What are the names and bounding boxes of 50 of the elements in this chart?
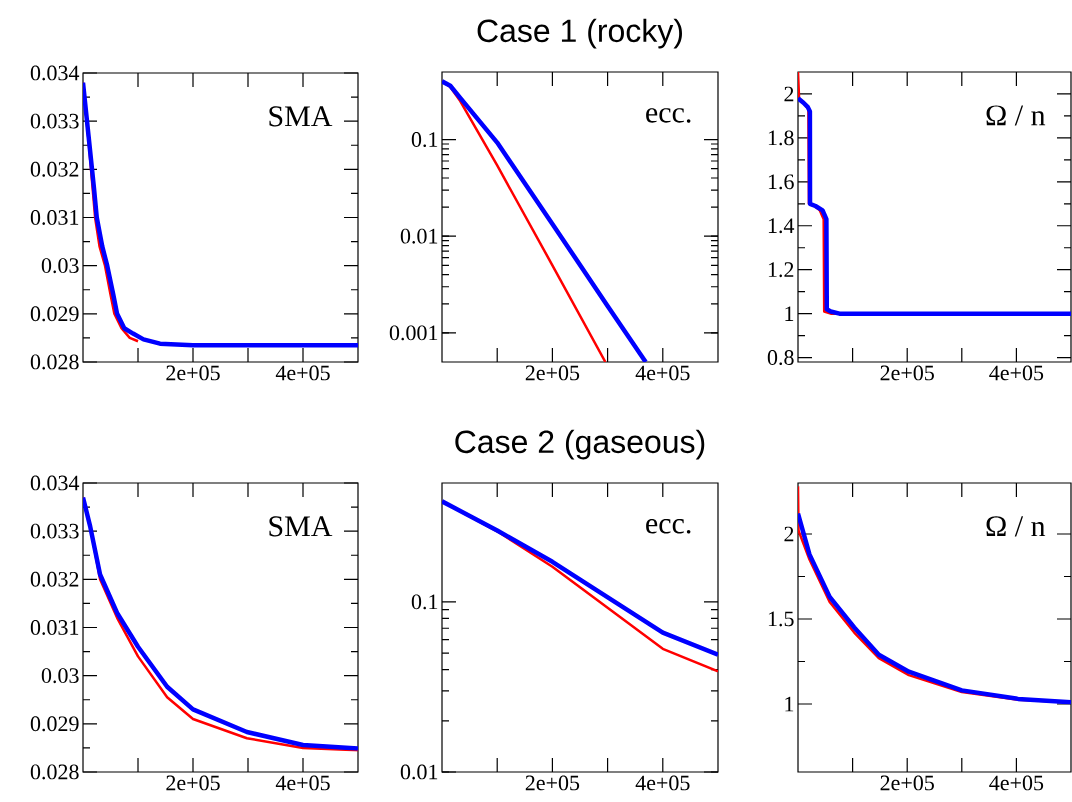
annotation: SMA <box>269 516 333 537</box>
chart-title: Case 1 (rocky) <box>477 18 682 49</box>
annotation: SMA <box>269 106 333 127</box>
line-series <box>442 79 648 362</box>
y-tick-label: 0.034 <box>30 65 80 81</box>
annotation: Ω / n <box>986 516 1046 537</box>
y-tick-label: 0.01 <box>400 228 438 244</box>
y-tick-label: 0.1 <box>411 594 438 610</box>
y-tick-label: 2 <box>784 86 794 102</box>
x-tick-label: 4e+05 <box>275 365 330 381</box>
y-tick-label: 0.033 <box>30 523 79 539</box>
y-tick-label: 0.028 <box>30 764 79 780</box>
y-tick-label: 0.1 <box>411 132 438 148</box>
y-tick-label: 0.032 <box>30 571 79 587</box>
x-tick-label: 4e+05 <box>989 775 1044 791</box>
annotation: ecc. <box>646 108 691 123</box>
y-tick-label: 1.2 <box>768 262 794 278</box>
y-tick-label: 0.032 <box>30 161 79 177</box>
y-tick-label: 0.031 <box>30 210 79 225</box>
x-tick-label: 4e+05 <box>989 365 1044 381</box>
chart-title: Case 2 (gaseous) <box>455 429 705 460</box>
y-tick-label: 1.6 <box>768 174 794 190</box>
y-tick-label: 0.034 <box>30 475 80 491</box>
y-tick-label: 1.4 <box>768 218 795 234</box>
x-tick-label: 2e+05 <box>525 775 580 791</box>
y-tick-label: 0.033 <box>30 113 79 129</box>
x-tick-label: 2e+05 <box>880 775 934 791</box>
y-tick-label: 1 <box>785 696 794 712</box>
y-tick-label: 0.01 <box>400 764 438 780</box>
y-tick-label: 1.8 <box>768 130 794 146</box>
x-tick-label: 4e+05 <box>275 775 330 791</box>
annotation: ecc. <box>646 519 691 534</box>
x-tick-label: 4e+05 <box>635 775 690 791</box>
y-tick-label: 1.5 <box>768 611 794 627</box>
x-tick-label: 2e+05 <box>880 365 934 381</box>
y-tick-label: 0.001 <box>389 325 438 341</box>
y-tick-label: 1 <box>785 306 794 321</box>
x-tick-label: 2e+05 <box>525 365 580 381</box>
y-tick-label: 0.029 <box>30 716 79 732</box>
y-tick-label: 0.031 <box>30 620 79 635</box>
x-tick-label: 4e+05 <box>635 365 690 381</box>
y-tick-label: 0.029 <box>30 306 79 322</box>
y-tick-label: 0.028 <box>30 354 79 370</box>
y-tick-label: 0.8 <box>767 350 794 366</box>
x-tick-label: 2e+05 <box>166 365 220 381</box>
annotation: Ω / n <box>986 105 1046 126</box>
y-tick-label: 0.03 <box>41 258 79 274</box>
y-tick-label: 0.03 <box>41 668 79 684</box>
x-tick-label: 2e+05 <box>166 775 220 791</box>
y-tick-label: 2 <box>784 526 794 542</box>
